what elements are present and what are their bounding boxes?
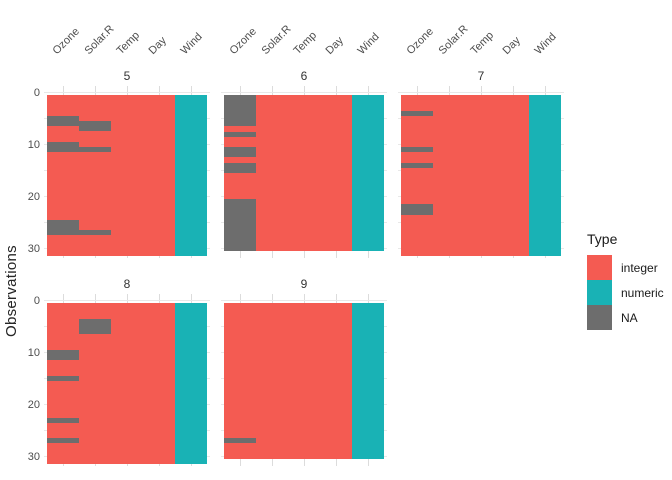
cell-column-temp	[465, 95, 497, 257]
cell-column-ozone	[224, 303, 256, 460]
cell-column-solarr	[433, 95, 465, 257]
facet-title-8: 8	[123, 277, 131, 291]
legend-title: Type	[587, 231, 618, 247]
na-band	[224, 147, 256, 158]
gridline-h	[44, 300, 210, 301]
column-label-ozone: Ozone	[50, 25, 82, 57]
na-band	[401, 162, 433, 168]
cell-column-day	[143, 95, 175, 257]
cell-column-wind	[175, 303, 207, 465]
na-band	[224, 438, 256, 444]
column-label-wind: Wind	[355, 30, 382, 57]
column-label-solarr: Solar.R	[82, 23, 117, 57]
na-band	[47, 219, 79, 236]
column-label-temp: Temp	[114, 29, 143, 57]
y-tick-label: 20	[27, 398, 40, 411]
y-tick-label: 30	[27, 450, 40, 463]
na-band	[79, 318, 111, 335]
gridline-h	[221, 92, 387, 93]
legend: Type integer numeric NA	[587, 231, 664, 330]
gridline-h	[221, 300, 387, 301]
column-label-solarr: Solar.R	[259, 23, 294, 57]
cell-column-temp	[288, 303, 320, 460]
cell-column-day	[320, 95, 352, 252]
y-tick-label: 10	[27, 346, 40, 359]
legend-label-na: NA	[621, 310, 638, 325]
gridline-h	[398, 92, 564, 93]
cell-column-day	[497, 95, 529, 257]
facet-title-6: 6	[300, 69, 308, 83]
cell-column-ozone	[401, 95, 433, 257]
na-band	[224, 162, 256, 174]
column-label-ozone: Ozone	[404, 25, 436, 57]
cell-column-wind	[352, 303, 384, 460]
na-band	[47, 417, 79, 423]
cell-column-day	[320, 303, 352, 460]
y-tick-label: 0	[33, 86, 40, 99]
y-tick-label: 10	[27, 138, 40, 151]
cell-column-solarr	[256, 95, 288, 252]
na-band	[224, 95, 256, 127]
legend-swatch-numeric	[587, 280, 612, 305]
facet-title-7: 7	[477, 69, 485, 83]
cell-column-day	[143, 303, 175, 465]
y-tick-label: 20	[27, 190, 40, 203]
legend-swatch-na	[587, 305, 612, 330]
na-band	[79, 230, 111, 236]
facet-panel-7	[398, 86, 564, 258]
cell-column-wind	[175, 95, 207, 257]
facet-title-9: 9	[300, 277, 308, 291]
column-label-wind: Wind	[532, 30, 559, 57]
gridline-h	[44, 92, 210, 93]
na-band	[47, 141, 79, 153]
facet-panel-8	[44, 294, 210, 466]
facet-title-5: 5	[123, 69, 131, 83]
legend-item-integer: integer	[587, 255, 664, 280]
legend-item-na: NA	[587, 305, 664, 330]
na-band	[79, 147, 111, 153]
cell-column-solarr	[256, 303, 288, 460]
na-band	[47, 349, 79, 361]
facet-panel-9	[221, 294, 387, 466]
cell-column-temp	[111, 95, 143, 257]
column-label-day: Day	[500, 34, 523, 57]
column-label-ozone: Ozone	[227, 25, 259, 57]
facet-panel-6	[221, 86, 387, 258]
na-band	[47, 375, 79, 382]
column-label-day: Day	[146, 34, 169, 57]
cell-column-ozone	[47, 303, 79, 465]
column-label-day: Day	[323, 34, 346, 57]
legend-label-numeric: numeric	[621, 285, 664, 300]
na-band	[47, 115, 79, 127]
y-tick-label: 0	[33, 294, 40, 307]
na-band	[224, 199, 256, 252]
na-band	[224, 131, 256, 137]
legend-item-numeric: numeric	[587, 280, 664, 305]
na-band	[79, 121, 111, 132]
cell-column-temp	[111, 303, 143, 465]
cell-column-wind	[352, 95, 384, 252]
na-band	[401, 110, 433, 116]
cell-column-temp	[288, 95, 320, 252]
column-label-temp: Temp	[468, 29, 497, 57]
legend-swatch-integer	[587, 255, 612, 280]
na-band	[401, 204, 433, 215]
legend-label-integer: integer	[621, 260, 658, 275]
cell-column-wind	[529, 95, 561, 257]
facet-panel-5	[44, 86, 210, 258]
na-band	[401, 147, 433, 153]
column-label-wind: Wind	[178, 30, 205, 57]
column-label-solarr: Solar.R	[436, 23, 471, 57]
na-band	[47, 438, 79, 444]
y-tick-label: 30	[27, 242, 40, 255]
column-label-temp: Temp	[291, 29, 320, 57]
